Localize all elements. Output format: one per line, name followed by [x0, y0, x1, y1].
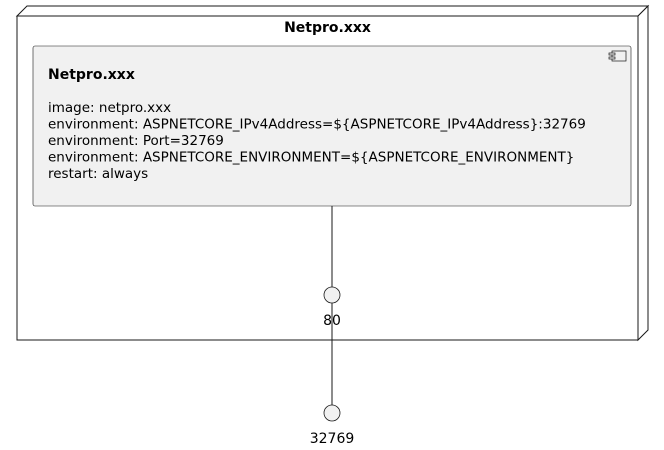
component-line-image: image: netpro.xxx: [48, 100, 171, 116]
port-80-label: 80: [323, 313, 341, 329]
port-80-circle: [323, 286, 341, 304]
component-icon: [608, 50, 627, 62]
port-32769-label: 32769: [310, 431, 355, 447]
component-line-env-port: environment: Port=32769: [48, 133, 224, 149]
component-line-restart: restart: always: [48, 166, 148, 182]
node-title: Netpro.xxx: [284, 20, 371, 36]
component-line-env-ipv4: environment: ASPNETCORE_IPv4Address=${AS…: [48, 117, 586, 133]
component-title: Netpro.xxx: [48, 67, 135, 83]
node-box-top: [15, 5, 650, 17]
component-netpro: Netpro.xxx image: netpro.xxx environment…: [32, 45, 632, 207]
node-box-side: [637, 4, 649, 342]
port-32769: 32769: [310, 404, 355, 447]
port-32769-circle: [323, 404, 341, 422]
port-80: 80: [323, 286, 341, 329]
component-line-env-environment: environment: ASPNETCORE_ENVIRONMENT=${AS…: [48, 150, 574, 166]
